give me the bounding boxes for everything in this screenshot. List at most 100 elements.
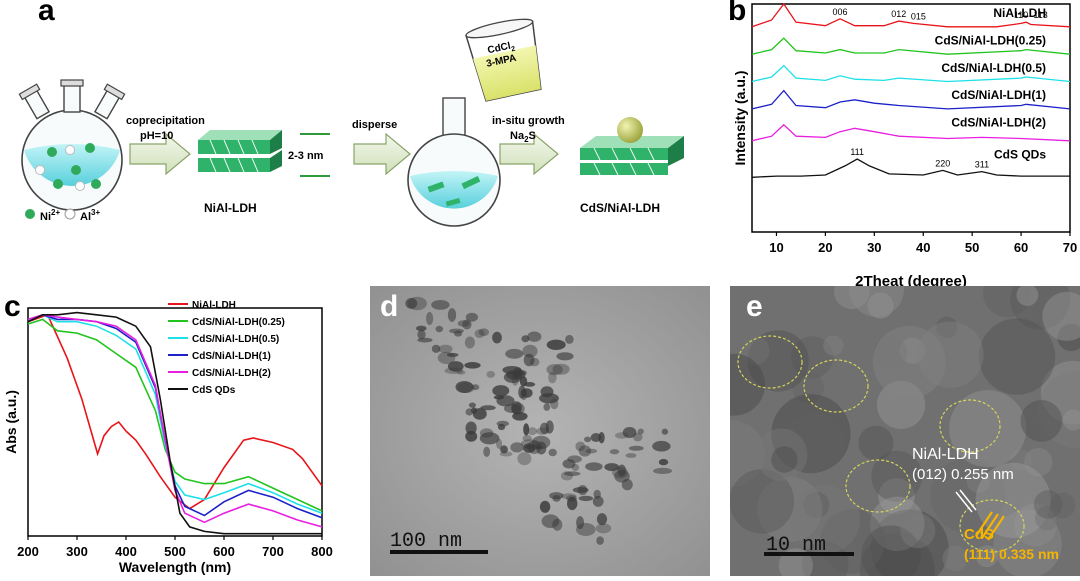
peak-label-6: 111	[850, 147, 864, 157]
panel-b-label: b	[728, 0, 747, 27]
ldh-name-label: NiAl-LDH	[204, 201, 257, 215]
nanoparticle-cluster	[479, 432, 500, 445]
lattice-region	[872, 325, 946, 399]
lattice-region	[792, 371, 824, 404]
series-line-0	[27, 313, 323, 510]
peak-label-2: 012	[891, 9, 906, 19]
lattice-region	[1010, 286, 1071, 330]
nanoparticle-cluster	[566, 495, 577, 502]
x-tick-label-3: 500	[164, 544, 186, 559]
lattice-region	[1049, 492, 1076, 519]
peak-label-3: 015	[911, 11, 926, 21]
panel-e-label: e	[746, 290, 763, 323]
nanoparticle-cluster	[596, 536, 604, 545]
x-tick-label-3: 40	[916, 240, 930, 255]
lattice-region	[1024, 448, 1053, 477]
lattice-region	[936, 316, 958, 339]
series-line-1	[751, 37, 1071, 55]
nanoparticle-cluster	[417, 329, 426, 340]
step-coprecipitation-label: coprecipitation	[126, 115, 205, 127]
nanoparticle-cluster	[496, 395, 515, 407]
series-line-5	[27, 311, 322, 535]
nanoparticle-cluster	[622, 427, 637, 438]
lattice-region	[871, 450, 923, 502]
lattice-region	[730, 469, 795, 534]
peak-label-4: 110	[1014, 10, 1028, 20]
nanoparticle-cluster	[563, 471, 581, 476]
lattice-region	[1062, 409, 1080, 431]
x-tick-label-0: 200	[17, 544, 39, 559]
series-label-3: CdS/NiAl-LDH(1)	[951, 88, 1046, 102]
nanoparticle-cluster	[416, 325, 427, 332]
cds-lattice-marks	[975, 511, 1005, 541]
lattice-region	[861, 525, 921, 576]
nanoparticle-cluster	[479, 428, 494, 438]
nanoparticle-cluster	[499, 451, 513, 457]
lattice-region	[1020, 400, 1063, 442]
series-label-1: CdS/NiAl-LDH(0.25)	[935, 33, 1046, 47]
nanoparticle-cluster	[465, 312, 478, 322]
nanoparticle-cluster	[456, 370, 466, 375]
lattice-region	[1016, 286, 1039, 306]
series-label-2: CdS/NiAl-LDH(0.5)	[941, 61, 1046, 75]
nanoparticle-cluster	[531, 435, 551, 450]
nanoparticle-cluster	[550, 398, 559, 410]
nanoparticle-cluster	[562, 459, 576, 469]
tem-texture	[370, 286, 710, 576]
x-tick-label-0: 10	[769, 240, 783, 255]
nanoparticle-cluster	[652, 440, 671, 452]
nanoparticle-cluster	[543, 403, 551, 411]
nanoparticle-cluster	[617, 464, 626, 477]
lattice-region	[867, 292, 894, 319]
lattice-region	[1042, 291, 1080, 341]
lattice-region	[993, 509, 1062, 576]
nanoparticle-cluster	[539, 393, 559, 404]
series-line-0	[751, 2, 1071, 28]
series-line-1	[27, 318, 323, 512]
scale-bar-label: 100 nm	[390, 530, 463, 553]
nanoparticle-cluster	[455, 381, 474, 393]
nanoparticle-cluster	[431, 300, 450, 310]
cds-annotation-line2: (111) 0.335 nm	[964, 546, 1059, 562]
series-label-0: NiAl-LDH	[993, 6, 1046, 20]
nanoparticle-cluster	[518, 385, 526, 399]
lattice-region	[805, 439, 858, 492]
step-na2s-label: Na2S	[510, 130, 536, 144]
nanoparticle-cluster	[438, 344, 453, 354]
lattice-region	[870, 496, 925, 551]
nanoparticle-cluster	[431, 344, 441, 353]
nanoparticle-cluster	[468, 402, 476, 408]
y-axis-label: Abs (a.u.)	[3, 390, 19, 454]
nanoparticle-cluster	[590, 433, 602, 442]
nanoparticle-cluster	[523, 423, 530, 436]
nanoparticle-cluster	[561, 493, 577, 500]
lattice-region	[899, 337, 926, 364]
arrow-icon	[353, 132, 411, 176]
x-tick-label-4: 50	[965, 240, 979, 255]
nanoparticle-cluster	[465, 421, 477, 435]
nanoparticle-cluster	[548, 448, 557, 457]
ldh-layers-icon	[198, 130, 282, 173]
nanoparticle-cluster	[500, 445, 508, 454]
nanoparticle-cluster	[474, 329, 485, 338]
hrtem-image-e: e NiAl-LDH (012) 0.255 nm CdS (111) 0.33…	[730, 286, 1080, 576]
lattice-region	[803, 491, 830, 518]
nanoparticle-cluster	[585, 462, 603, 471]
lattice-region	[917, 321, 984, 388]
lattice-region	[757, 476, 823, 542]
lattice-region	[858, 425, 894, 461]
cds-annotation-line1: CdS	[964, 526, 994, 543]
nanoparticle-cluster	[658, 458, 669, 466]
xrd-chart: NiAl-LDH CdS/NiAl-LDH(0.25) CdS/NiAl-LDH(0…	[732, 0, 1077, 290]
peak-label-7: 220	[935, 158, 950, 168]
lattice-region	[849, 286, 904, 317]
lattice-region	[1033, 490, 1063, 519]
nanoparticle-cluster	[541, 514, 560, 528]
peak-label-1: 006	[833, 7, 848, 17]
nanoparticle-cluster	[519, 376, 528, 387]
panel-c-label: c	[4, 290, 21, 323]
panel-c: c NiAl-LDH CdS/NiAl-LDH(0.25) CdS/NiAl-LDH…	[0, 290, 340, 576]
nanoparticle-cluster	[505, 348, 524, 359]
lattice-region	[859, 532, 935, 576]
nanoparticle-cluster	[567, 496, 578, 511]
